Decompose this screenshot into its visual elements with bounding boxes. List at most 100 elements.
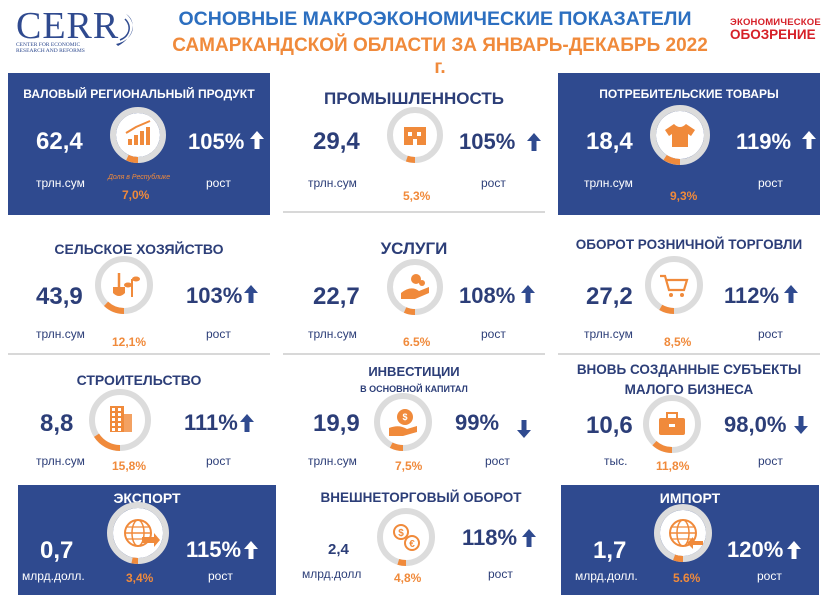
card-growth-label: рост [481,327,506,341]
card-value: 18,4 [586,128,633,155]
brand-bottom-text: ОБОЗРЕНИЕ [730,27,816,42]
industry-share-donut [387,107,443,163]
card-value: 27,2 [586,283,633,310]
retail-share-donut [645,256,703,314]
card-value: 43,9 [36,283,83,310]
construction-share-donut [89,389,151,451]
card-percent: 105% [459,129,516,154]
card-value: 29,4 [313,128,360,155]
brand-logo: ЭКОНОМИЧЕСКОЕ ОБОЗРЕНИЕ [730,17,821,42]
hand-service-icon [401,274,429,299]
card-unit: млрд.долл. [575,569,638,583]
arrow-up-icon [244,541,258,559]
card-unit: трлн.сум [308,454,357,468]
card-share: 5.6% [673,571,701,585]
donut-share-arc [110,107,166,163]
card-title: СЕЛЬСКОЕ ХОЗЯЙСТВО [54,241,224,257]
card-share: 9,3% [670,189,698,203]
card-growth-label: рост [485,454,510,468]
donut-share-arc [654,504,712,562]
card-unit: тыс. [604,454,628,468]
donut-share-arc [387,259,443,315]
card-import: ИМПОРТ 1,7 млрд.долл. 120% рост 5.6% [561,485,819,595]
agri-share-donut [95,256,153,314]
card-percent: 111% [184,410,238,435]
card-value: 0,7 [40,537,74,564]
card-subtitle: В ОСНОВНОЙ КАПИТАЛ [360,384,468,394]
arrow-up-icon [802,131,816,149]
card-growth-label: рост [206,454,231,468]
card-growth-label: рост [757,569,782,583]
card-value: 19,9 [313,410,360,437]
svg-text:$: $ [398,528,404,539]
card-percent: 98,0% [724,412,787,437]
card-value: 62,4 [36,128,83,155]
card-value: 8,8 [40,410,74,437]
arrow-up-icon [522,529,536,547]
card-share: 8,5% [664,335,692,349]
card-title: ЭКСПОРТ [113,490,181,506]
card-growth-label: рост [206,176,231,190]
card-growth-label: рост [758,176,783,190]
donut-share-arc [95,256,153,314]
card-growth-label: рост [481,176,506,190]
card-title: ВНОВЬ СОЗДАННЫЕ СУБЪЕКТЫ [576,362,802,377]
card-unit: млрд.долл. [22,569,85,583]
card-unit: трлн.сум [36,327,85,341]
card-share: 4,8% [394,571,422,585]
card-title: ВАЛОВЫЙ РЕГИОНАЛЬНЫЙ ПРОДУКТ [23,87,255,101]
card-unit: трлн.сум [308,176,357,190]
brand-top-text: ЭКОНОМИЧЕСКОЕ [730,17,821,28]
briefcase-icon [659,412,685,435]
card-title: СТРОИТЕЛЬСТВО [76,372,202,388]
card-share: 7,5% [395,459,423,473]
card-title: ПОТРЕБИТЕЛЬСКИЕ ТОВАРЫ [599,87,779,101]
arrow-down-icon [794,416,808,434]
logo-swirl-icon [116,14,133,46]
cerr-logo: CERR CENTER FOR ECONOMIC RESEARCH AND RE… [8,4,148,56]
card-title: УСЛУГИ [380,239,448,258]
donut-share-arc [643,395,701,453]
donut-share-arc [377,508,435,566]
card-unit: трлн.сум [584,327,633,341]
card-title: ОБОРОТ РОЗНИЧНОЙ ТОРГОВЛИ [575,237,803,252]
card-grp: ВАЛОВЫЙ РЕГИОНАЛЬНЫЙ ПРОДУКТ 62,4 трлн.с… [8,73,270,215]
card-unit: трлн.сум [36,454,85,468]
smallbiz-share-donut [643,395,701,453]
card-investment: ИНВЕСТИЦИИ В ОСНОВНОЙ КАПИТАЛ 19,9 трлн.… [283,358,545,483]
card-growth-label: рост [488,567,513,581]
factory-icon [404,127,426,145]
card-construction: СТРОИТЕЛЬСТВО 8,8 трлн.сум 111% рост 15,… [8,358,270,483]
tshirt-icon [665,124,695,147]
card-share: 7,0% [122,188,150,202]
donut-share-arc [374,393,432,451]
services-share-donut [387,259,443,315]
arrow-down-icon [517,420,531,438]
donut-center [651,262,697,308]
card-value: 10,6 [586,412,633,439]
card-smallbiz: ВНОВЬ СОЗДАННЫЕ СУБЪЕКТЫ МАЛОГО БИЗНЕСА … [558,358,820,483]
donut-share-arc [89,389,151,451]
consumer-share-donut [650,105,710,165]
grp-share-donut [110,107,166,163]
card-consumer: ПОТРЕБИТЕЛЬСКИЕ ТОВАРЫ 18,4 трлн.сум 119… [558,73,820,215]
card-share: 12,1% [112,335,147,349]
growth-chart-icon [125,120,151,145]
card-percent: 99% [455,410,500,435]
svg-text:€: € [409,539,415,550]
card-percent: 103% [186,283,243,308]
card-export: ЭКСПОРТ 0,7 млрд.долл. 115% рост 3,4% [18,485,276,595]
card-percent: 120% [727,537,784,562]
card-title: ИНВЕСТИЦИИ [368,364,460,379]
arrow-up-icon [527,133,541,151]
card-note: Доля в Республике [108,174,171,181]
shopping-cart-icon [660,274,689,297]
globe-export-icon [124,519,160,547]
shovel-plant-icon [113,273,140,297]
svg-text:$: $ [402,412,407,422]
card-share: 15,8% [112,459,147,473]
card-services: УСЛУГИ 22,7 трлн.сум 108% рост 6.5% [283,225,545,355]
card-unit: трлн.сум [584,176,633,190]
card-share: 6.5% [403,335,431,349]
card-industry: ПРОМЫШЛЕННОСТЬ 29,4 трлн.сум 105% рост 5… [283,73,545,215]
